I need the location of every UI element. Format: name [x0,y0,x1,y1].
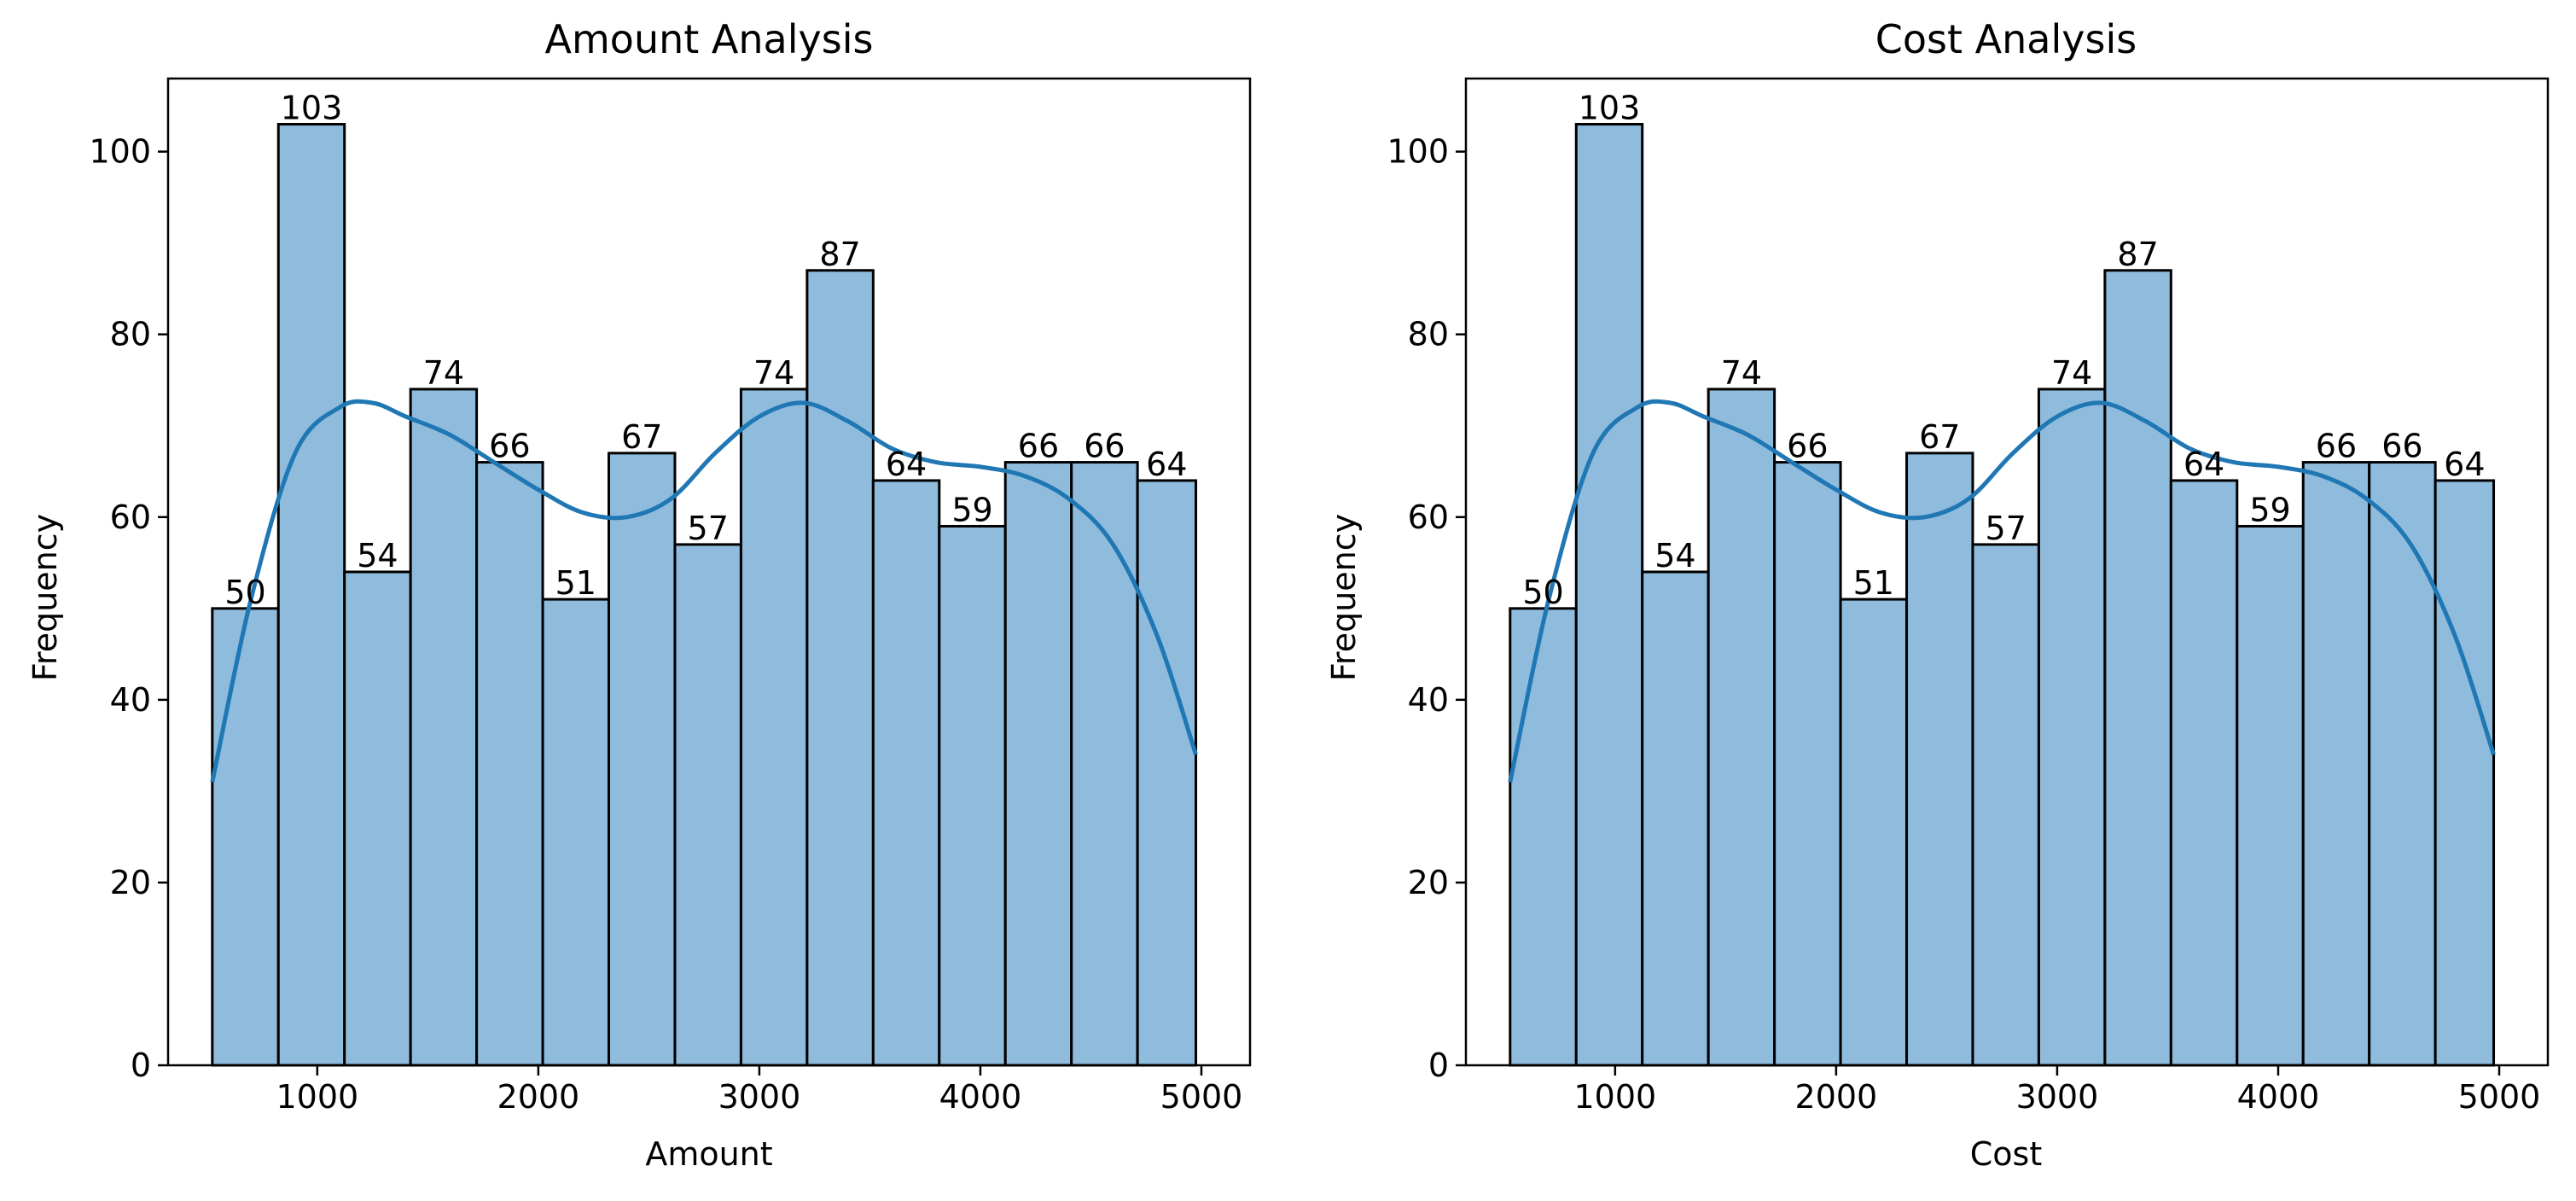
x-tick-label: 2000 [497,1078,580,1116]
y-tick-label: 100 [89,133,151,171]
histogram-bar [739,388,809,1067]
histogram-bar [1574,123,1644,1067]
histogram-bar [1509,607,1578,1067]
histogram-bar [475,461,544,1067]
bar-value-label: 59 [951,491,992,528]
x-tick-label: 4000 [939,1078,1022,1116]
y-tick-label: 80 [110,316,151,353]
bar-value-label: 64 [2183,446,2224,483]
histogram-bar [409,388,479,1067]
histogram-bar [1707,388,1776,1067]
chart-title: Cost Analysis [1875,16,2137,62]
x-tick-label: 2000 [1795,1078,1878,1116]
bar-value-label: 67 [1919,418,1960,456]
bar-value-label: 67 [621,418,662,456]
amount-analysis-panel: Amount Analysis Amount Frequency 50 103 54… [26,16,1252,1173]
bar-value-label: 54 [357,537,398,574]
bar-value-label: 51 [1853,564,1894,602]
y-tick-label: 100 [1387,133,1449,171]
bar-value-label: 66 [2316,428,2357,465]
histogram-bar [2236,524,2305,1067]
x-tick-label: 1000 [276,1078,358,1116]
bar-value-label: 87 [819,236,860,273]
bar-value-label: 87 [2117,236,2158,273]
histogram-bar [2301,461,2371,1067]
histogram-bar [1003,461,1073,1067]
kde-line [210,399,1198,783]
bar-value-label: 64 [886,446,927,483]
histogram-bar [1905,452,1974,1067]
histogram-bar [2037,388,2107,1067]
histogram-bar [1839,598,1909,1067]
histogram-bar [1971,543,2040,1067]
y-tick-label: 0 [1428,1047,1449,1084]
bar-value-label: 50 [1522,574,1563,611]
bar-value-label: 64 [1146,446,1187,483]
chart-title: Amount Analysis [545,16,874,62]
kde-line [1508,399,2496,783]
bar-value-label: 51 [555,564,596,602]
x-axis-label: Cost [1970,1135,2042,1173]
y-tick-label: 20 [110,864,151,901]
x-tick-label: 1000 [1573,1078,1656,1116]
histogram-bar [211,607,280,1067]
bar-value-label: 59 [2249,491,2290,528]
histogram-bar [276,123,346,1067]
histogram-bar [1136,479,1198,1067]
bar-value-label: 66 [2381,428,2422,465]
histogram-bar [805,269,875,1067]
y-tick-label: 40 [110,681,151,719]
y-axis-label: Frequency [26,514,64,681]
y-axis-label: Frequency [1325,514,1363,681]
bar-value-label: 57 [1986,510,2026,547]
bar-value-label: 66 [1787,428,1828,465]
bar-value-label: 54 [1654,537,1695,574]
bar-value-label: 66 [489,428,530,465]
histogram-bar [673,543,742,1067]
bar-value-label: 57 [688,510,729,547]
x-tick-label: 4000 [2237,1078,2320,1116]
x-tick-label: 3000 [718,1078,801,1116]
histogram-bar [1641,570,1710,1067]
histogram-bar [608,452,677,1067]
histogram-bar [2434,479,2496,1067]
y-tick-label: 80 [1408,316,1449,353]
bar-value-label: 66 [1018,428,1059,465]
x-tick-label: 5000 [2458,1078,2541,1116]
y-tick-label: 60 [110,498,151,536]
histogram-bar [938,524,1007,1067]
histogram-bar [541,598,611,1067]
bar-value-label: 74 [423,354,464,392]
histogram-bar [2103,269,2172,1067]
bar-value-label: 74 [753,354,794,392]
y-tick-label: 20 [1408,864,1449,901]
histogram-bar [2169,479,2239,1067]
bar-value-label: 64 [2444,446,2485,483]
x-tick-label: 3000 [2016,1078,2099,1116]
histogram-bar [871,479,941,1067]
bar-value-label: 66 [1084,428,1125,465]
bar-value-label: 103 [281,90,343,127]
histogram-bar [1070,461,1139,1067]
axes-frame [1464,77,2550,1067]
histogram-bar [1773,461,1842,1067]
bar-value-label: 74 [2051,354,2092,392]
bar-value-label: 50 [224,574,265,611]
y-tick-label: 60 [1408,498,1449,536]
bar-value-label: 103 [1579,90,1641,127]
y-tick-label: 0 [131,1047,151,1084]
cost-analysis-panel: Cost Analysis Cost Frequency 50 103 54 74 66… [1325,16,2550,1173]
x-axis-label: Amount [645,1135,772,1173]
histogram-bar [343,570,412,1067]
y-tick-label: 40 [1408,681,1449,719]
bar-value-label: 74 [1721,354,1762,392]
axes-frame [166,77,1252,1067]
histogram-bar [2368,461,2437,1067]
x-tick-label: 5000 [1160,1078,1243,1116]
